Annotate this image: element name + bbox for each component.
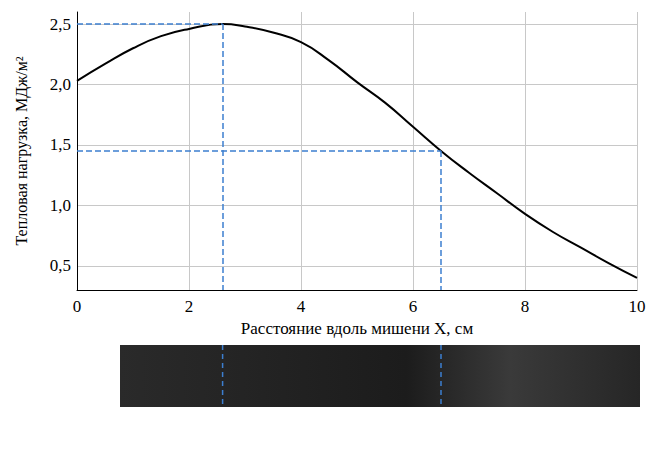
svg-text:0: 0 <box>73 297 82 316</box>
svg-text:6: 6 <box>409 297 418 316</box>
svg-text:10: 10 <box>629 297 646 316</box>
svg-text:1,0: 1,0 <box>50 196 71 215</box>
svg-text:Тепловая нагрузка, МДж/м²: Тепловая нагрузка, МДж/м² <box>13 56 31 245</box>
svg-text:1,5: 1,5 <box>50 135 71 154</box>
svg-text:Расстояние вдоль мишени X, см: Расстояние вдоль мишени X, см <box>241 319 474 338</box>
svg-text:0,5: 0,5 <box>50 256 71 275</box>
svg-text:2,0: 2,0 <box>50 75 71 94</box>
svg-text:2,5: 2,5 <box>50 15 71 34</box>
svg-text:2: 2 <box>185 297 194 316</box>
svg-text:4: 4 <box>297 297 306 316</box>
svg-text:8: 8 <box>521 297 530 316</box>
